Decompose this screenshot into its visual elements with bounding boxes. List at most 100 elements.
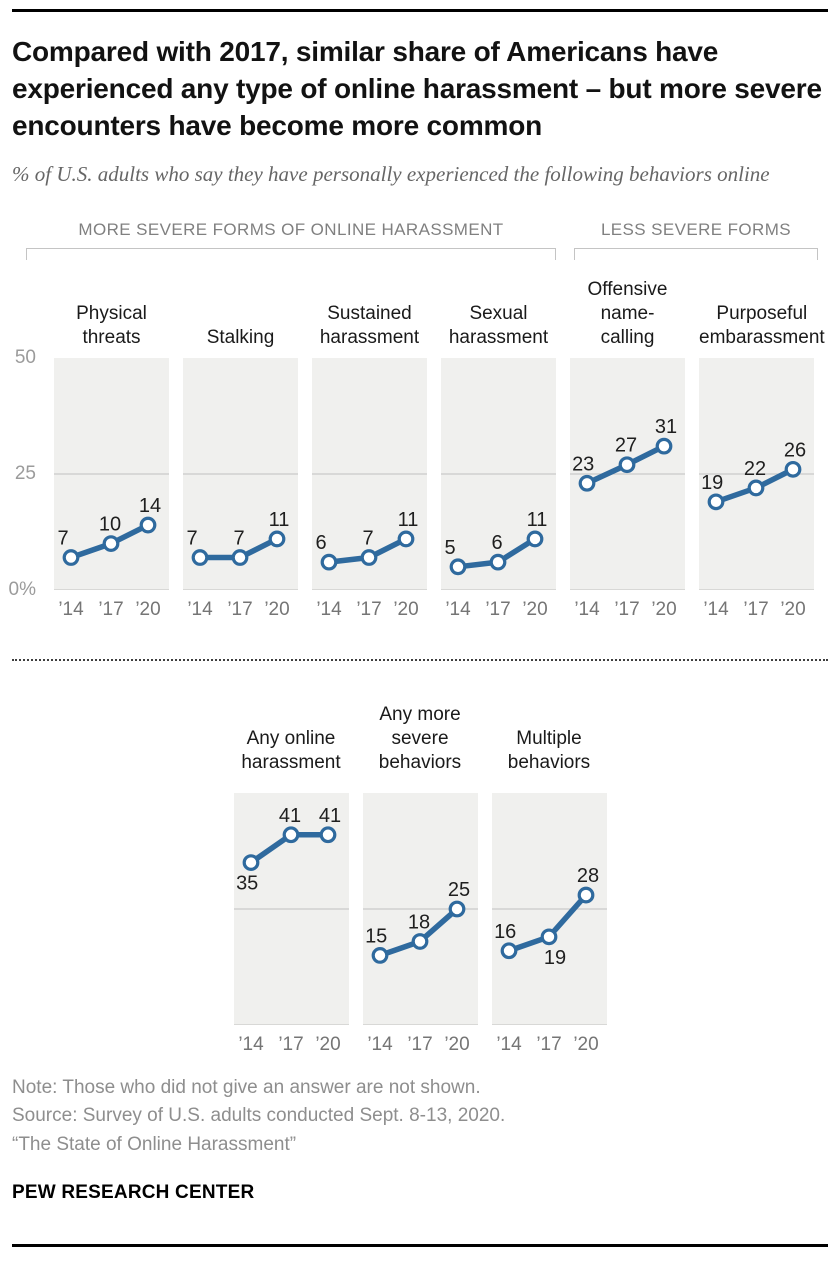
data-point bbox=[411, 932, 428, 950]
x-tick-label: ’17 bbox=[485, 599, 510, 620]
x-tick-label: ’14 bbox=[445, 599, 471, 620]
y-tick-label: 0% bbox=[8, 578, 36, 600]
x-tick-label: ’14 bbox=[316, 599, 342, 620]
x-tick-label: ’20 bbox=[651, 599, 676, 620]
footer-note: Note: Those who did not give an answer a… bbox=[12, 1076, 481, 1098]
data-point bbox=[319, 825, 336, 843]
panel-multiple-behaviors: 16 19 28 ’14 ’17 ’20 bbox=[491, 792, 607, 1060]
data-point bbox=[397, 530, 415, 547]
data-label: 6 bbox=[315, 532, 326, 554]
x-tick-label: ’14 bbox=[367, 1034, 393, 1055]
panel-any-online-harassment: 35 41 41 ’14 ’17 ’20 bbox=[233, 792, 349, 1060]
x-tick-label: ’20 bbox=[780, 599, 805, 620]
panel-title-any-more-severe-behaviors: Any more severe behaviors bbox=[378, 703, 462, 773]
group-label-less-severe: LESS SEVERE FORMS bbox=[600, 219, 792, 239]
data-label: 41 bbox=[278, 804, 300, 826]
x-tick-label: ’17 bbox=[227, 599, 252, 620]
data-point bbox=[489, 553, 507, 571]
panel-any-more-severe-behaviors: 15 18 25 ’14 ’17 ’20 bbox=[362, 792, 478, 1060]
line-chart-any-more-severe-behaviors: 15 18 25 ’14 ’17 ’20 bbox=[362, 792, 478, 1055]
x-tick-label: ’20 bbox=[135, 599, 160, 620]
data-point bbox=[102, 534, 120, 552]
x-tick-label: ’20 bbox=[393, 599, 418, 620]
data-label: 11 bbox=[398, 508, 419, 530]
group-labels: MORE SEVERE FORMS OF ONLINE HARASSMENT L… bbox=[26, 220, 828, 240]
data-point bbox=[62, 548, 80, 566]
x-tick-label: ’20 bbox=[444, 1034, 469, 1055]
panel-title-multiple-behaviors: Multiple behaviors bbox=[507, 727, 591, 773]
bracket-less-severe bbox=[574, 247, 818, 260]
data-point bbox=[578, 474, 596, 492]
line-chart-multiple-behaviors: 16 19 28 ’14 ’17 ’20 bbox=[491, 792, 607, 1055]
y-tick-label: 50 bbox=[14, 346, 36, 368]
brackets-row bbox=[26, 247, 828, 260]
x-tick-label: ’17 bbox=[536, 1034, 561, 1055]
footer-source: Source: Survey of U.S. adults conducted … bbox=[12, 1105, 506, 1127]
data-point bbox=[231, 548, 249, 566]
panel-title-any-online-harassment: Any online harassment bbox=[241, 727, 341, 773]
data-label: 7 bbox=[233, 527, 244, 549]
x-tick-label: ’14 bbox=[496, 1034, 522, 1055]
bottom-charts-row: 35 41 41 ’14 ’17 ’20 15 18 25 ’14 ’17 ’20 16 19 28 ’14 ’… bbox=[12, 792, 828, 1060]
bottom-panel-headers: Any online harassment Any more severe behavi… bbox=[12, 701, 828, 775]
x-tick-label: ’14 bbox=[238, 1034, 264, 1055]
x-tick-label: ’20 bbox=[264, 599, 289, 620]
data-point bbox=[577, 886, 594, 903]
line-chart-sexual-harassment: 5 6 11 ’14 ’17 ’20 bbox=[441, 357, 556, 620]
x-tick-label: ’14 bbox=[187, 599, 213, 620]
x-tick-label: ’17 bbox=[356, 599, 381, 620]
panel-offensive-name-calling: 23 27 31 ’14 ’17 ’20 bbox=[570, 357, 685, 625]
data-point bbox=[500, 941, 517, 959]
data-label: 6 bbox=[491, 532, 502, 554]
panel-stalking: 7 7 11 ’14 ’17 ’20 bbox=[183, 357, 298, 625]
x-tick-label: ’20 bbox=[573, 1034, 598, 1055]
data-point bbox=[449, 557, 467, 575]
x-tick-label: ’17 bbox=[98, 599, 123, 620]
panel-title-stalking: Stalking bbox=[206, 326, 275, 348]
panel-title-purposeful-embarassment: Purposeful embarassment bbox=[699, 302, 825, 348]
top-panel-headers: Physical threats Stalking Sustained harassme… bbox=[12, 276, 828, 350]
data-label: 19 bbox=[701, 471, 723, 493]
x-tick-label: ’17 bbox=[614, 599, 639, 620]
bracket-more-severe bbox=[26, 247, 556, 260]
data-label: 41 bbox=[318, 804, 340, 826]
data-label: 10 bbox=[99, 513, 121, 535]
data-label: 35 bbox=[236, 872, 258, 894]
data-label: 27 bbox=[615, 434, 637, 456]
data-point bbox=[242, 853, 259, 871]
data-label: 23 bbox=[572, 453, 594, 475]
page-title: Compared with 2017, similar share of Ame… bbox=[12, 36, 822, 142]
top-charts-row: 50 25 0% 7 10 14 ’14 ’17 ’20 7 7 11 ’14 ’17 ’20 6 7 11 ’1… bbox=[8, 347, 828, 625]
data-point bbox=[784, 460, 802, 478]
panel-title-sustained-harassment: Sustained harassment bbox=[319, 302, 420, 348]
panel-purposeful-embarassment: 19 22 26 ’14 ’17 ’20 bbox=[699, 357, 814, 625]
data-point bbox=[360, 548, 378, 566]
data-label: 18 bbox=[407, 911, 429, 933]
line-chart-physical-threats: 7 10 14 ’14 ’17 ’20 bbox=[54, 357, 169, 620]
top-rule bbox=[12, 9, 828, 12]
chart-subtitle: % of U.S. adults who say they have perso… bbox=[12, 161, 770, 186]
x-tick-label: ’17 bbox=[407, 1034, 432, 1055]
data-point bbox=[268, 530, 286, 547]
data-label: 19 bbox=[543, 946, 565, 968]
data-label: 7 bbox=[186, 527, 197, 549]
panel-sustained-harassment: 6 7 11 ’14 ’17 ’20 bbox=[312, 357, 427, 625]
data-point bbox=[707, 492, 725, 510]
line-chart-stalking: 7 7 11 ’14 ’17 ’20 bbox=[183, 357, 298, 620]
footer-report-title: “The State of Online Harassment” bbox=[12, 1134, 297, 1156]
data-label: 11 bbox=[269, 508, 290, 530]
panel-sexual-harassment: 5 6 11 ’14 ’17 ’20 bbox=[441, 357, 556, 625]
data-label: 15 bbox=[365, 925, 387, 947]
data-label: 31 bbox=[655, 416, 677, 438]
x-tick-label: ’17 bbox=[278, 1034, 303, 1055]
data-point bbox=[320, 553, 338, 571]
data-point bbox=[139, 516, 157, 533]
dotted-divider bbox=[12, 658, 828, 661]
data-label: 28 bbox=[576, 865, 598, 887]
data-point bbox=[448, 900, 465, 917]
x-tick-label: ’14 bbox=[574, 599, 600, 620]
panel-physical-threats: 7 10 14 ’14 ’17 ’20 bbox=[54, 357, 169, 625]
data-label: 16 bbox=[494, 920, 516, 942]
data-point bbox=[526, 530, 544, 547]
x-tick-label: ’20 bbox=[522, 599, 547, 620]
